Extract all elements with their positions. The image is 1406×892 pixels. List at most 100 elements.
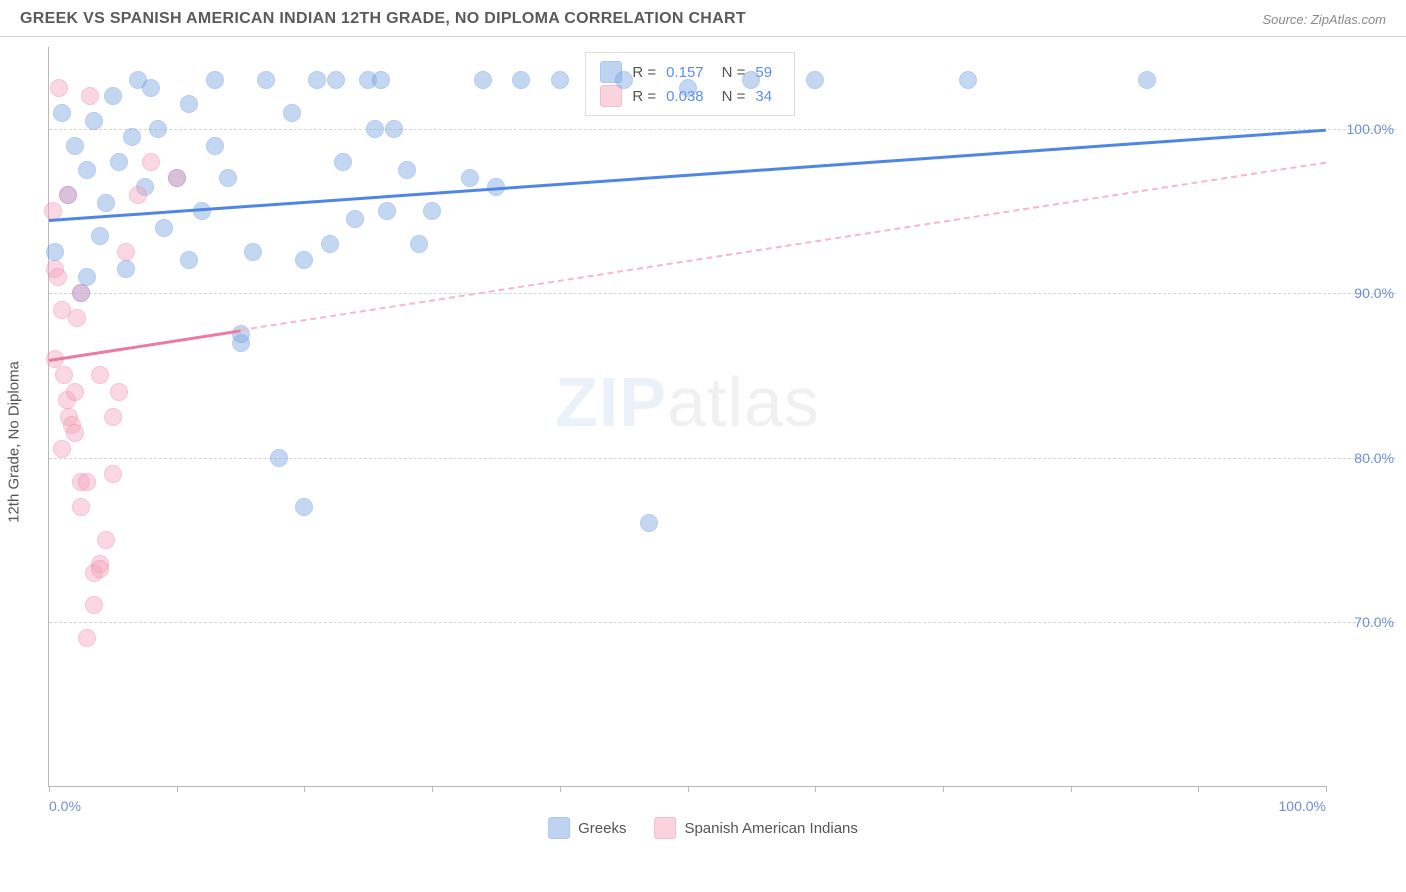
data-point: [168, 169, 186, 187]
x-tick: [560, 786, 561, 792]
data-point: [104, 465, 122, 483]
data-point: [117, 243, 135, 261]
chart-title: GREEK VS SPANISH AMERICAN INDIAN 12TH GR…: [20, 10, 746, 28]
data-point: [346, 210, 364, 228]
data-point: [50, 79, 68, 97]
data-point: [378, 202, 396, 220]
data-point: [53, 440, 71, 458]
x-tick: [1326, 786, 1327, 792]
data-point: [551, 71, 569, 89]
r-value-greeks: 0.157: [666, 64, 704, 81]
data-point: [283, 104, 301, 122]
plot-area: ZIPatlas R = 0.157 N = 59 R = 0.038 N = …: [48, 47, 1326, 787]
data-point: [81, 87, 99, 105]
trend-line: [49, 129, 1326, 222]
data-point: [49, 268, 67, 286]
data-point: [72, 498, 90, 516]
legend-swatch-spanish: [654, 817, 676, 839]
data-point: [180, 251, 198, 269]
data-point: [117, 260, 135, 278]
data-point: [142, 79, 160, 97]
y-axis-label: 12th Grade, No Diploma: [6, 361, 23, 523]
data-point: [110, 383, 128, 401]
data-point: [295, 498, 313, 516]
data-point: [410, 235, 428, 253]
data-point: [257, 71, 275, 89]
x-tick-label: 0.0%: [49, 798, 81, 814]
legend-label-spanish: Spanish American Indians: [684, 820, 857, 837]
watermark: ZIPatlas: [555, 362, 820, 442]
source-label: Source: ZipAtlas.com: [1262, 12, 1386, 27]
data-point: [123, 128, 141, 146]
data-point: [97, 194, 115, 212]
data-point: [97, 531, 115, 549]
data-point: [244, 243, 262, 261]
data-point: [59, 186, 77, 204]
x-tick: [49, 786, 50, 792]
legend-label-greeks: Greeks: [578, 820, 626, 837]
data-point: [1138, 71, 1156, 89]
data-point: [66, 424, 84, 442]
data-point: [742, 71, 760, 89]
data-point: [104, 87, 122, 105]
n-value-spanish: 34: [755, 88, 772, 105]
data-point: [959, 71, 977, 89]
data-point: [615, 71, 633, 89]
y-tick-label: 80.0%: [1354, 450, 1394, 466]
data-point: [423, 202, 441, 220]
data-point: [55, 366, 73, 384]
data-point: [78, 473, 96, 491]
data-point: [85, 112, 103, 130]
data-point: [321, 235, 339, 253]
legend-item-spanish: Spanish American Indians: [654, 817, 857, 839]
data-point: [78, 268, 96, 286]
trend-line: [49, 329, 241, 362]
data-point: [85, 596, 103, 614]
data-point: [474, 71, 492, 89]
data-point: [366, 120, 384, 138]
x-tick: [432, 786, 433, 792]
y-tick-label: 70.0%: [1354, 614, 1394, 630]
data-point: [461, 169, 479, 187]
x-tick: [688, 786, 689, 792]
y-tick-label: 100.0%: [1347, 121, 1394, 137]
data-point: [206, 137, 224, 155]
legend-item-greeks: Greeks: [548, 817, 626, 839]
data-point: [66, 137, 84, 155]
swatch-spanish: [600, 85, 622, 107]
data-point: [78, 161, 96, 179]
x-tick: [943, 786, 944, 792]
data-point: [142, 153, 160, 171]
data-point: [327, 71, 345, 89]
trend-line: [240, 162, 1326, 331]
data-point: [308, 71, 326, 89]
data-point: [385, 120, 403, 138]
data-point: [155, 219, 173, 237]
gridline: [49, 293, 1396, 294]
data-point: [104, 408, 122, 426]
legend-swatch-greeks: [548, 817, 570, 839]
data-point: [180, 95, 198, 113]
data-point: [46, 243, 64, 261]
data-point: [219, 169, 237, 187]
data-point: [679, 79, 697, 97]
x-tick: [304, 786, 305, 792]
data-point: [68, 309, 86, 327]
gridline: [49, 458, 1396, 459]
data-point: [206, 71, 224, 89]
gridline: [49, 129, 1396, 130]
x-tick: [1198, 786, 1199, 792]
data-point: [129, 186, 147, 204]
x-tick: [1071, 786, 1072, 792]
x-tick: [177, 786, 178, 792]
data-point: [78, 629, 96, 647]
data-point: [91, 560, 109, 578]
data-point: [334, 153, 352, 171]
legend-bottom: Greeks Spanish American Indians: [548, 817, 858, 839]
data-point: [398, 161, 416, 179]
data-point: [66, 383, 84, 401]
data-point: [91, 366, 109, 384]
chart-container: 12th Grade, No Diploma ZIPatlas R = 0.15…: [0, 37, 1406, 847]
data-point: [372, 71, 390, 89]
data-point: [149, 120, 167, 138]
